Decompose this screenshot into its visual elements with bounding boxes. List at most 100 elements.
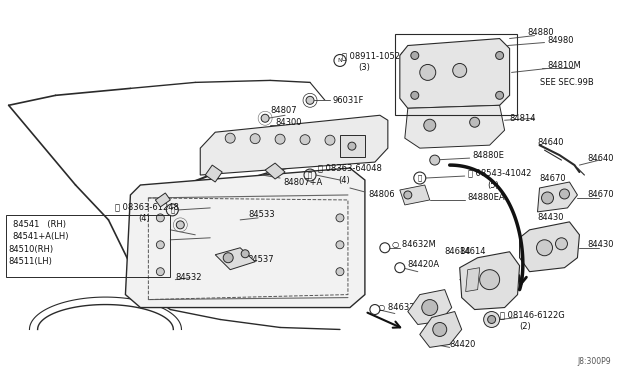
Circle shape [404, 191, 412, 199]
Circle shape [225, 133, 235, 143]
Circle shape [430, 155, 440, 165]
Text: 84814: 84814 [509, 114, 536, 123]
Text: 84533: 84533 [248, 211, 275, 219]
Text: 84537: 84537 [247, 255, 274, 264]
Bar [395, 33, 516, 115]
Circle shape [350, 136, 360, 146]
Text: (4): (4) [138, 214, 150, 223]
Circle shape [411, 51, 419, 60]
Text: SEE SEC.99B: SEE SEC.99B [540, 78, 593, 87]
Text: 84614: 84614 [445, 247, 471, 256]
Circle shape [559, 189, 570, 199]
Polygon shape [400, 39, 509, 108]
Bar [340, 135, 365, 157]
Text: N: N [337, 58, 342, 63]
Text: 84880E: 84880E [473, 151, 504, 160]
Text: 84640: 84640 [588, 154, 614, 163]
Circle shape [422, 299, 438, 315]
Circle shape [495, 92, 504, 99]
Text: 84420: 84420 [450, 340, 476, 349]
Circle shape [484, 311, 500, 327]
Circle shape [250, 134, 260, 144]
Text: Ⓢ: Ⓢ [418, 175, 422, 181]
Text: 84541   (RH): 84541 (RH) [13, 220, 66, 230]
Circle shape [325, 135, 335, 145]
Circle shape [380, 243, 390, 253]
Circle shape [495, 51, 504, 60]
Circle shape [156, 241, 164, 249]
Text: J8:300P9: J8:300P9 [578, 357, 611, 366]
Text: 84430: 84430 [538, 214, 564, 222]
Polygon shape [520, 222, 579, 272]
Polygon shape [466, 268, 479, 292]
Bar [6, 215, 170, 277]
Circle shape [241, 250, 249, 258]
Polygon shape [265, 163, 285, 179]
Polygon shape [400, 185, 430, 205]
Text: 84670: 84670 [588, 190, 614, 199]
Text: 84511(LH): 84511(LH) [9, 257, 52, 266]
Circle shape [336, 268, 344, 276]
Circle shape [370, 305, 380, 314]
Text: 84640: 84640 [538, 138, 564, 147]
Text: 84614: 84614 [460, 247, 486, 256]
Circle shape [176, 221, 184, 229]
Circle shape [488, 315, 495, 324]
Text: (4): (4) [338, 176, 349, 185]
Polygon shape [408, 290, 452, 324]
Text: Ⓑ 08146-6122G: Ⓑ 08146-6122G [500, 310, 564, 319]
Circle shape [156, 214, 164, 222]
Circle shape [452, 64, 467, 77]
Text: 84541+A(LH): 84541+A(LH) [13, 232, 69, 241]
Polygon shape [125, 168, 365, 308]
Polygon shape [538, 182, 577, 212]
Text: 84880: 84880 [527, 28, 554, 37]
Text: Ⓝ 08911-1052G: Ⓝ 08911-1052G [342, 51, 406, 60]
Polygon shape [205, 165, 222, 182]
Text: Ⓢ 08363-61248: Ⓢ 08363-61248 [115, 202, 179, 211]
Circle shape [411, 92, 419, 99]
Text: 84807+A: 84807+A [283, 177, 323, 186]
Text: 84510(RH): 84510(RH) [9, 245, 54, 254]
Circle shape [306, 96, 314, 104]
Text: (2): (2) [520, 322, 531, 331]
Text: 84300: 84300 [275, 118, 301, 127]
Text: 84980: 84980 [547, 36, 574, 45]
Polygon shape [156, 193, 170, 207]
Circle shape [395, 263, 405, 273]
Text: Ⓢ 08543-41042: Ⓢ 08543-41042 [468, 169, 531, 177]
Polygon shape [200, 115, 388, 175]
Text: Ⓢ: Ⓢ [308, 172, 312, 178]
Text: Ⓢ: Ⓢ [170, 206, 175, 213]
Text: 84880EA: 84880EA [468, 193, 506, 202]
Polygon shape [405, 105, 504, 148]
Text: 84670: 84670 [540, 173, 566, 183]
Text: 84806: 84806 [368, 190, 394, 199]
Circle shape [261, 114, 269, 122]
Polygon shape [460, 252, 520, 310]
Circle shape [470, 117, 479, 127]
Circle shape [479, 270, 500, 290]
Text: ○ 84632M: ○ 84632M [378, 303, 422, 312]
Text: 84810M: 84810M [547, 61, 581, 70]
Text: ○ 84632M: ○ 84632M [392, 240, 436, 249]
Circle shape [223, 253, 233, 263]
Polygon shape [420, 311, 461, 347]
Circle shape [336, 214, 344, 222]
Circle shape [424, 119, 436, 131]
Text: 96031F: 96031F [333, 96, 364, 105]
Circle shape [420, 64, 436, 80]
Text: (3): (3) [358, 63, 370, 72]
Circle shape [156, 268, 164, 276]
Text: (5): (5) [488, 180, 499, 189]
Circle shape [348, 142, 356, 150]
Circle shape [336, 241, 344, 249]
Circle shape [541, 192, 554, 204]
Polygon shape [215, 248, 255, 270]
Text: Ⓢ 08363-64048: Ⓢ 08363-64048 [318, 164, 382, 173]
Circle shape [536, 240, 552, 256]
Text: 84532: 84532 [175, 273, 202, 282]
Text: 84807: 84807 [270, 106, 297, 115]
Text: 84420A: 84420A [408, 260, 440, 269]
Text: 84430: 84430 [588, 240, 614, 249]
